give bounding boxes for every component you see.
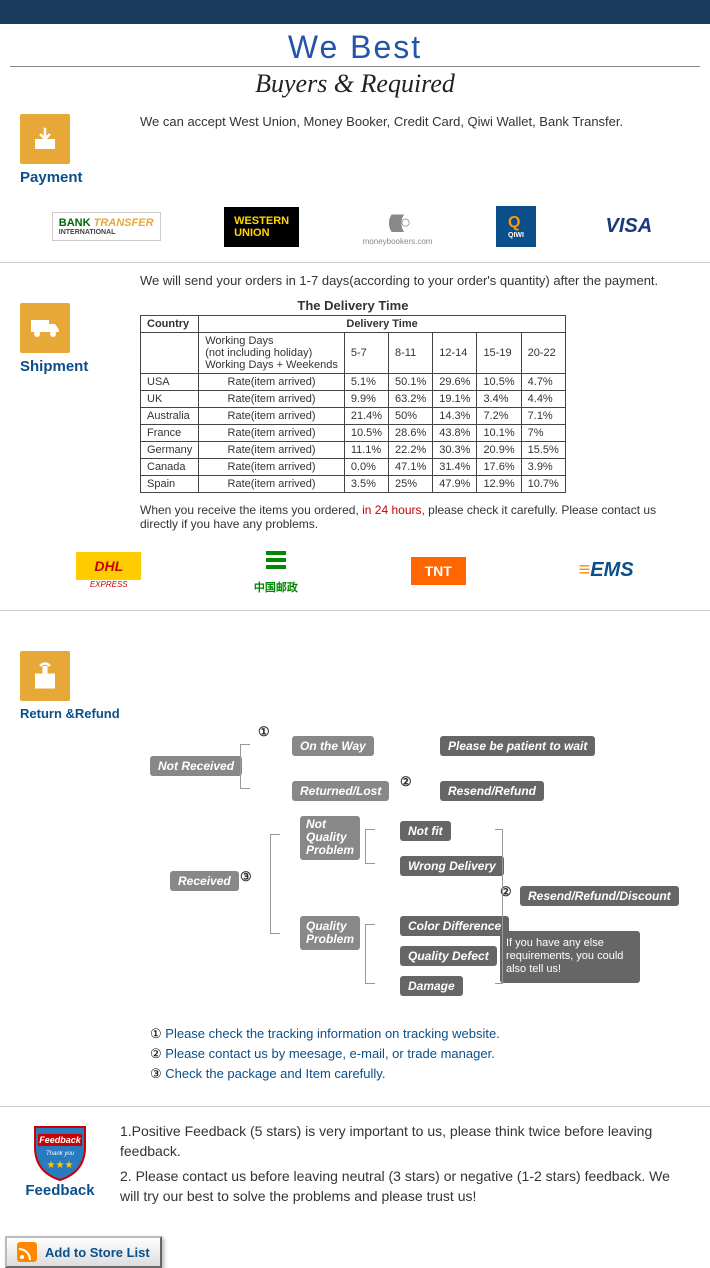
header: We Best Buyers & Required — [0, 24, 710, 104]
return-label: Return &Refund — [20, 706, 120, 721]
shipment-label: Shipment — [20, 358, 120, 375]
svg-text:★★★: ★★★ — [47, 1160, 74, 1171]
add-to-store-button[interactable]: Add to Store List — [5, 1236, 162, 1268]
dhl-logo: DHLEXPRESS — [76, 552, 141, 589]
return-flowchart: Not Received ① On the Way Please be pati… — [150, 726, 690, 1016]
node-quality-defect: Quality Defect — [400, 946, 497, 966]
bank-transfer-logo: BANK TRANSFERINTERNATIONAL — [52, 212, 161, 241]
table-row: GermanyRate(item arrived)11.1%22.2%30.3%… — [141, 442, 566, 459]
tnt-logo: TNT — [411, 557, 466, 585]
svg-text:Feedback: Feedback — [39, 1135, 82, 1145]
working-days-cell: Working Days(not including holiday)Worki… — [199, 333, 345, 374]
delivery-table: The Delivery Time CountryDelivery Time W… — [140, 296, 566, 493]
shipping-logos: DHLEXPRESS 中国邮政 TNT ≡EMS — [20, 546, 690, 595]
svg-text:Thank you: Thank you — [46, 1151, 75, 1157]
page-subtitle: Buyers & Required — [10, 66, 700, 99]
node-not-quality-problem: NotQualityProblem — [300, 816, 360, 860]
table-row: SpainRate(item arrived)3.5%25%47.9%12.9%… — [141, 476, 566, 493]
shipment-note: When you receive the items you ordered, … — [140, 503, 690, 531]
shipment-section: Shipment We will send your orders in 1-7… — [0, 263, 710, 611]
node-resend-refund: Resend/Refund — [440, 781, 544, 801]
node-patient: Please be patient to wait — [440, 736, 595, 756]
moneybookers-logo: ((((((○moneybookers.com — [363, 208, 433, 246]
node-quality-problem: QualityProblem — [300, 916, 360, 950]
table-row: FranceRate(item arrived)10.5%28.6%43.8%1… — [141, 425, 566, 442]
visa-logo: VISA — [600, 211, 659, 242]
col-delivery: Delivery Time — [199, 316, 566, 333]
return-notes: ① Please check the tracking information … — [150, 1026, 690, 1082]
circ-1: ① — [258, 724, 270, 740]
feedback-label: Feedback — [20, 1182, 100, 1199]
payment-text: We can accept West Union, Money Booker, … — [140, 114, 690, 129]
node-resend-refund-discount: Resend/Refund/Discount — [520, 886, 679, 906]
table-row: USARate(item arrived)5.1%50.1%29.6%10.5%… — [141, 374, 566, 391]
node-color-diff: Color Difference — [400, 916, 509, 936]
table-row: AustraliaRate(item arrived)21.4%50%14.3%… — [141, 408, 566, 425]
circ-3: ③ — [240, 869, 252, 885]
payment-logos: BANK TRANSFERINTERNATIONAL WESTERNUNION … — [20, 201, 690, 252]
node-damage: Damage — [400, 976, 463, 996]
top-bar — [0, 0, 710, 24]
table-row: UKRate(item arrived)9.9%63.2%19.1%3.4%4.… — [141, 391, 566, 408]
rss-icon — [17, 1242, 37, 1262]
return-icon — [20, 651, 70, 701]
add-to-store-label: Add to Store List — [45, 1245, 150, 1260]
feedback-badge-icon: Feedback Thank you ★★★ — [30, 1122, 90, 1177]
feedback-section: Feedback Thank you ★★★ Feedback 1.Positi… — [0, 1107, 710, 1221]
ems-logo: ≡EMS — [579, 559, 634, 582]
circ-2a: ② — [400, 774, 412, 790]
payment-label: Payment — [20, 169, 120, 186]
feedback-line-1: 1.Positive Feedback (5 stars) is very im… — [120, 1122, 690, 1161]
table-row: CanadaRate(item arrived)0.0%47.1%31.4%17… — [141, 459, 566, 476]
node-not-fit: Not fit — [400, 821, 451, 841]
shipment-icon — [20, 303, 70, 353]
china-post-logo: 中国邮政 — [254, 546, 298, 595]
shipment-text: We will send your orders in 1-7 days(acc… — [140, 273, 690, 288]
feedback-line-2: 2. Please contact us before leaving neut… — [120, 1167, 690, 1206]
page-title: We Best — [0, 29, 710, 66]
col-country: Country — [141, 316, 199, 333]
qiwi-logo: QQIWI — [496, 206, 536, 247]
node-on-the-way: On the Way — [292, 736, 374, 756]
return-section: Return &Refund Not Received ① On the Way… — [0, 611, 710, 1107]
node-received: Received — [170, 871, 239, 891]
node-wrong-delivery: Wrong Delivery — [400, 856, 504, 876]
node-returned-lost: Returned/Lost — [292, 781, 389, 801]
node-tip: If you have any else requirements, you c… — [500, 931, 640, 983]
payment-section: Payment We can accept West Union, Money … — [0, 104, 710, 263]
node-not-received: Not Received — [150, 756, 242, 776]
western-union-logo: WESTERNUNION — [224, 207, 299, 247]
payment-icon — [20, 114, 70, 164]
table-title: The Delivery Time — [141, 296, 566, 316]
